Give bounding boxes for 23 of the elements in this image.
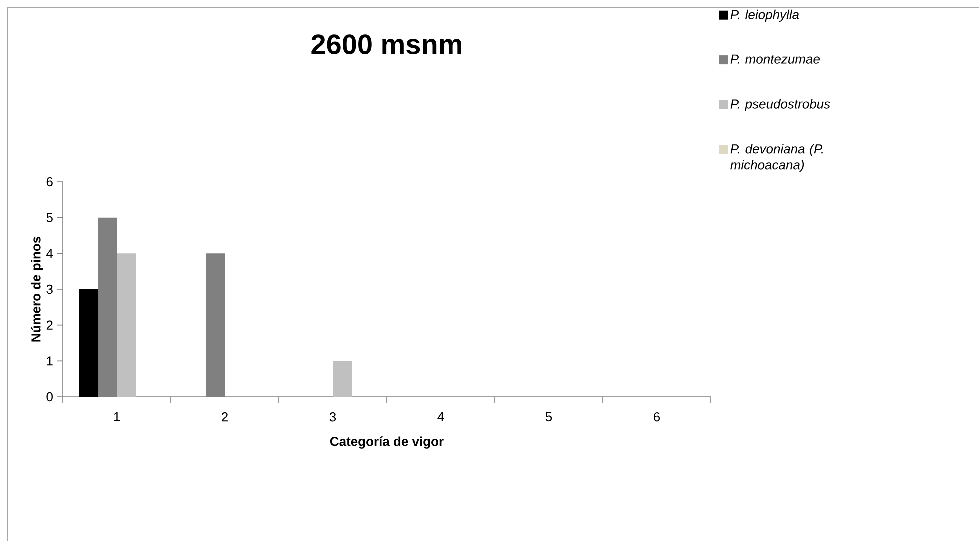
legend-label: P. leiophylla xyxy=(730,10,800,22)
bar xyxy=(333,361,352,397)
x-tick-label: 1 xyxy=(114,412,120,422)
bar xyxy=(79,290,98,397)
x-tick-label: 3 xyxy=(330,412,336,422)
y-tick-label: 1 xyxy=(47,356,53,366)
x-tick-label: 6 xyxy=(654,412,660,422)
y-tick-label: 0 xyxy=(46,392,53,402)
y-tick-label: 6 xyxy=(46,177,53,187)
y-tick-label: 4 xyxy=(46,249,54,258)
y-axis-title: Número de pinos xyxy=(31,236,44,342)
bar xyxy=(117,254,136,397)
x-axis-title: Categoría de vigor xyxy=(330,436,444,449)
legend-label: P. montezumae xyxy=(730,54,820,64)
x-tick-label: 5 xyxy=(546,412,552,422)
y-tick-label: 5 xyxy=(46,213,53,222)
legend-label: P. pseudostrobus xyxy=(730,99,830,112)
legend-label: P. devoniana (P. michoacana) xyxy=(730,144,823,172)
y-tick-label: 3 xyxy=(46,284,53,294)
x-tick-label: 2 xyxy=(222,412,228,422)
y-tick-label: 2 xyxy=(46,320,53,330)
chart-title: 2600 msnm xyxy=(312,34,462,54)
x-tick-label: 4 xyxy=(438,412,444,422)
